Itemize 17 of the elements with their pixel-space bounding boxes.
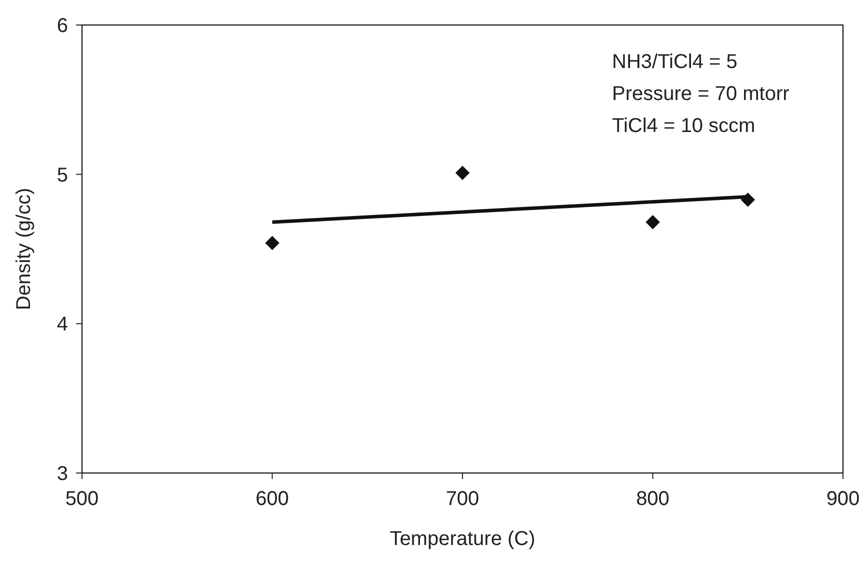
y-tick-label: 3 [56,463,68,485]
x-tick-label: 900 [826,488,860,510]
x-tick-label: 700 [446,488,480,510]
point [265,236,280,250]
y-tick-label: 5 [56,164,68,186]
x-tick-label: 600 [256,488,289,510]
point [646,214,660,230]
x-axis-title: Temperature (C) [390,528,536,550]
annotation: TiCl4 = 10 sccm [612,115,756,137]
annotation: Pressure = 70 mtorr [612,83,790,105]
y-axis-title: Density (g/cc) [13,188,35,310]
x-tick-label: 500 [65,488,99,510]
y-tick-label: 6 [56,15,68,37]
point [455,166,470,180]
y-tick-label: 4 [56,314,68,336]
x-tick-label: 800 [636,488,670,510]
annotation: NH3/TiCl4 = 5 [612,51,738,73]
